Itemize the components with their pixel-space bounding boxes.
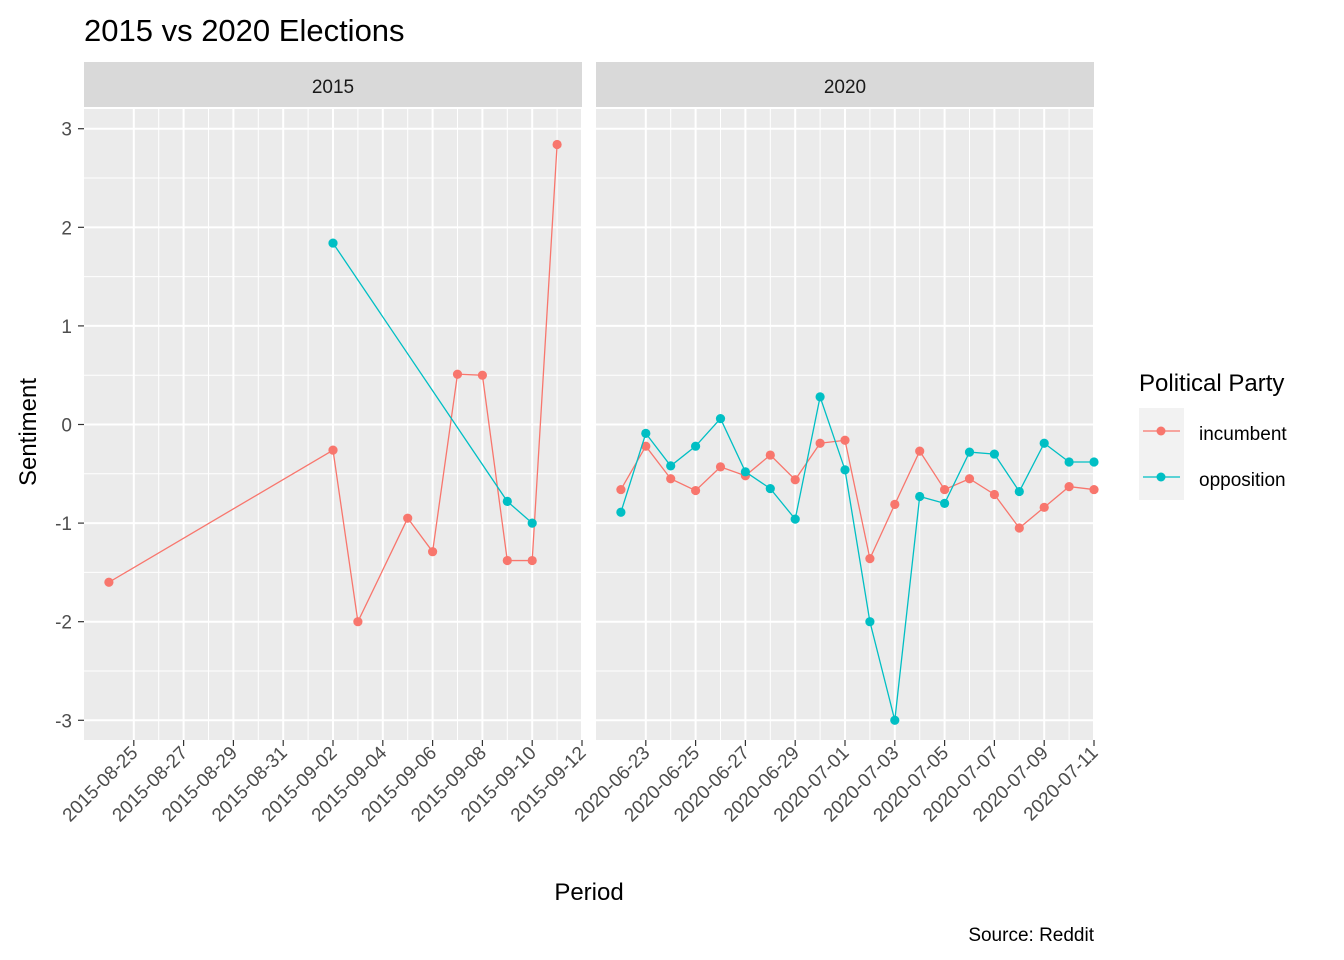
legend-key-point-opposition bbox=[1156, 472, 1166, 482]
data-point-opposition bbox=[815, 392, 825, 402]
x-ticks-2015: 2015-08-252015-08-272015-08-292015-08-31… bbox=[59, 740, 591, 826]
x-axis-title: Period bbox=[554, 879, 623, 906]
data-point-opposition bbox=[328, 238, 338, 248]
data-point-opposition bbox=[666, 461, 676, 471]
caption: Source: Reddit bbox=[968, 925, 1094, 946]
data-point-incumbent bbox=[353, 617, 363, 627]
data-point-opposition bbox=[641, 428, 651, 438]
data-point-incumbent bbox=[815, 438, 825, 448]
data-point-incumbent bbox=[104, 577, 114, 587]
data-point-opposition bbox=[691, 441, 701, 451]
data-point-incumbent bbox=[915, 446, 925, 456]
data-point-opposition bbox=[765, 483, 775, 494]
data-point-incumbent bbox=[964, 474, 975, 484]
data-point-opposition bbox=[527, 518, 537, 528]
series-2015 bbox=[104, 139, 562, 627]
data-point-incumbent bbox=[527, 555, 537, 566]
y-tick-label: -2 bbox=[55, 613, 72, 634]
legend-keys-background bbox=[1139, 408, 1184, 500]
data-point-incumbent bbox=[890, 499, 900, 509]
y-axis-title: Sentiment bbox=[15, 378, 42, 486]
y-tick-label: -3 bbox=[55, 711, 72, 732]
strip-2015 bbox=[84, 62, 582, 107]
y-tick-label: -1 bbox=[55, 514, 72, 535]
series-line-incumbent bbox=[620, 439, 1095, 561]
data-point-opposition bbox=[989, 449, 1000, 459]
legend-title: Political Party bbox=[1139, 370, 1284, 397]
y-tick-label: 3 bbox=[61, 120, 72, 141]
series-line-incumbent bbox=[108, 144, 558, 624]
data-point-incumbent bbox=[616, 484, 626, 495]
data-point-incumbent bbox=[328, 445, 338, 455]
data-point-opposition bbox=[840, 465, 850, 475]
legend-label-opposition: opposition bbox=[1199, 470, 1286, 491]
x-ticks-2020: 2020-06-232020-06-252020-06-272020-06-29… bbox=[571, 740, 1103, 826]
legend-label-incumbent: incumbent bbox=[1199, 424, 1287, 445]
data-point-incumbent bbox=[403, 513, 413, 523]
data-point-incumbent bbox=[1039, 502, 1049, 512]
series-2020 bbox=[616, 392, 1099, 725]
data-point-opposition bbox=[1039, 438, 1049, 448]
y-tick-label: 0 bbox=[61, 416, 72, 437]
data-point-opposition bbox=[740, 467, 751, 477]
data-point-opposition bbox=[915, 491, 925, 502]
data-point-opposition bbox=[1014, 486, 1024, 497]
data-point-incumbent bbox=[691, 485, 701, 496]
panel-2020: 2020 2020-06-232020-06-252020-06-272020-… bbox=[571, 62, 1103, 826]
data-point-incumbent bbox=[1014, 523, 1024, 533]
data-point-incumbent bbox=[428, 547, 438, 557]
chart-title: 2015 vs 2020 Elections bbox=[84, 13, 405, 48]
strip-label-2015: 2015 bbox=[312, 77, 354, 98]
data-point-incumbent bbox=[666, 474, 676, 484]
data-point-incumbent bbox=[552, 139, 562, 150]
data-point-opposition bbox=[964, 447, 975, 457]
data-point-incumbent bbox=[1064, 482, 1074, 492]
legend-item-opposition: opposition bbox=[1143, 470, 1286, 491]
data-point-incumbent bbox=[840, 435, 850, 445]
data-point-incumbent bbox=[790, 475, 800, 485]
data-point-opposition bbox=[1089, 457, 1099, 467]
data-point-opposition bbox=[790, 514, 800, 524]
data-point-incumbent bbox=[989, 489, 1000, 500]
data-point-opposition bbox=[940, 498, 950, 508]
data-point-incumbent bbox=[641, 441, 651, 451]
legend-key-point-incumbent bbox=[1156, 426, 1166, 436]
strip-label-2020: 2020 bbox=[824, 77, 866, 98]
data-point-incumbent bbox=[502, 555, 512, 566]
data-point-opposition bbox=[1064, 457, 1074, 467]
data-point-incumbent bbox=[477, 370, 487, 380]
y-tick-label: 1 bbox=[61, 317, 72, 338]
data-point-opposition bbox=[616, 507, 626, 517]
data-point-opposition bbox=[502, 496, 512, 507]
data-point-incumbent bbox=[765, 450, 775, 460]
gridlines-2015 bbox=[84, 109, 583, 740]
strip-2020 bbox=[596, 62, 1094, 107]
series-line-opposition bbox=[620, 394, 1094, 721]
data-point-incumbent bbox=[452, 369, 463, 379]
legend: Political Party incumbent opposition bbox=[1139, 370, 1287, 500]
panel-2015: 2015 2015-08-252015-08-272015-08-292015-… bbox=[59, 62, 591, 826]
data-point-incumbent bbox=[865, 553, 875, 564]
y-tick-label: 2 bbox=[61, 218, 72, 239]
data-point-incumbent bbox=[1089, 484, 1099, 495]
gridlines-2020 bbox=[596, 109, 1095, 740]
data-point-opposition bbox=[890, 715, 900, 725]
data-point-opposition bbox=[865, 617, 875, 627]
legend-item-incumbent: incumbent bbox=[1143, 424, 1287, 445]
data-point-incumbent bbox=[940, 484, 950, 495]
y-axis: -3 -2 -1 0 1 2 3 bbox=[55, 120, 84, 732]
data-point-opposition bbox=[715, 413, 726, 424]
data-point-incumbent bbox=[715, 462, 726, 472]
